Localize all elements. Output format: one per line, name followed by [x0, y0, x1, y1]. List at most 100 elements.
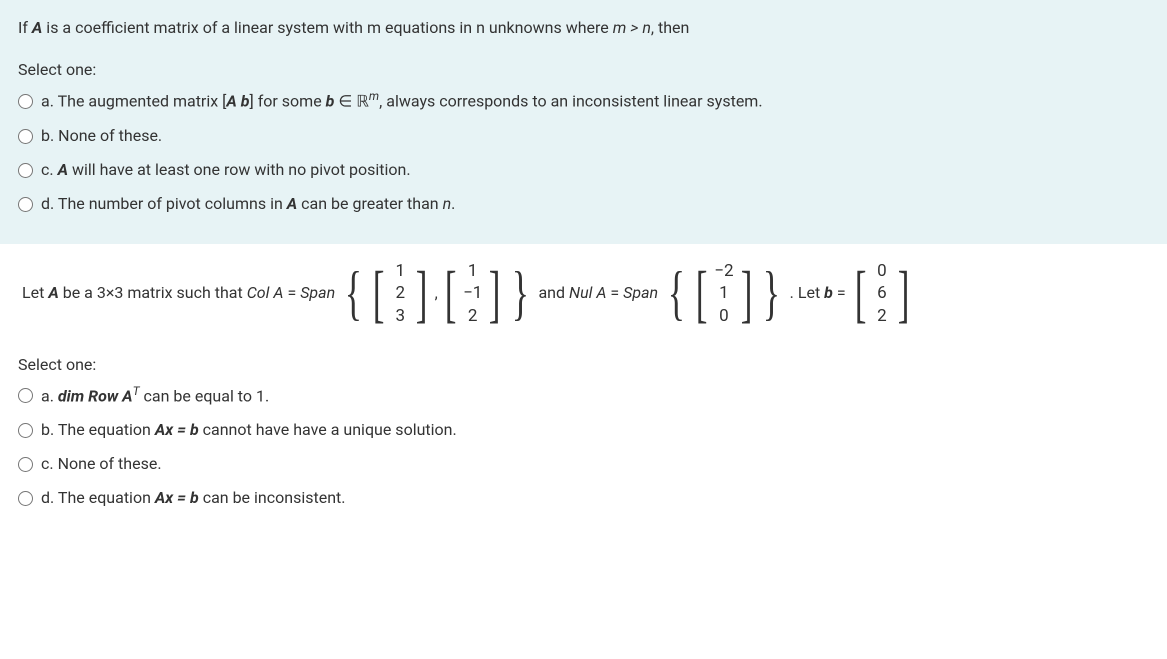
q2-b-pre: The equation — [58, 420, 155, 439]
q1-prompt-mid: is a coefficient matrix of a linear syst… — [42, 18, 612, 37]
q2-pre1: Let A be a 3×3 matrix such that Col A = … — [22, 281, 335, 305]
q2-colA: Col A — [247, 283, 284, 302]
q2-select-one: Select one: — [18, 355, 1149, 374]
q2-option-d[interactable]: d. The equation Ax = b can be inconsiste… — [18, 486, 1149, 510]
q1-d-post: . — [451, 194, 455, 213]
q2-options: a. dim Row AT can be equal to 1. b. The … — [18, 382, 1149, 510]
q2-d-post: can be inconsistent. — [199, 488, 346, 507]
q2-letb-text: . Let — [790, 283, 825, 302]
q1-radio-d[interactable] — [18, 197, 33, 212]
q2-b-post: cannot have have a unique solution. — [199, 420, 457, 439]
lbracket-4: [ — [854, 268, 866, 319]
q1-a-Ab: A b — [226, 91, 249, 110]
q2-b-axb: Ax = b — [155, 420, 199, 439]
q1-option-c[interactable]: c. A will have at least one row with no … — [18, 158, 1149, 182]
q2-letb: . Let b = — [790, 281, 846, 305]
vec-3: −2 1 0 — [712, 260, 735, 326]
q1-radio-c[interactable] — [18, 163, 33, 178]
rbracket-3: ] — [740, 268, 752, 319]
v1-1: 2 — [391, 282, 409, 304]
q2-prompt: Let A be a 3×3 matrix such that Col A = … — [18, 260, 1149, 326]
q1-select-one: Select one: — [18, 60, 1149, 79]
q1-prompt-A: A — [32, 18, 42, 37]
q1-prompt-pre: If — [18, 18, 32, 37]
v2-1: −1 — [463, 282, 482, 304]
q1-option-b[interactable]: b. None of these. — [18, 124, 1149, 148]
rbracket-2: ] — [489, 268, 501, 319]
q2-nulA: Nul A — [569, 283, 606, 302]
q2-pre1-text: Let — [22, 283, 48, 302]
q1-options: a. The augmented matrix [A b] for some b… — [18, 87, 1149, 216]
q1-label-b: b. None of these. — [41, 124, 162, 148]
lbracket-1: [ — [373, 268, 385, 319]
q2-option-a[interactable]: a. dim Row AT can be equal to 1. — [18, 382, 1149, 408]
v3-0: −2 — [714, 260, 733, 282]
q2-option-b[interactable]: b. The equation Ax = b cannot have have … — [18, 418, 1149, 442]
q1-prompt: If A is a coefficient matrix of a linear… — [18, 16, 1149, 40]
q2-eq2: = — [606, 283, 623, 302]
q1-label-a: a. The augmented matrix [A b] for some b… — [41, 87, 763, 114]
q2-label-a: a. dim Row AT can be equal to 1. — [41, 382, 269, 408]
q2-eq1: = — [283, 283, 300, 302]
q1-c-letter: c. — [41, 160, 54, 179]
q1-prompt-cond: m > n — [613, 18, 651, 37]
q2-d-axb: Ax = b — [155, 488, 199, 507]
q2-radio-a[interactable] — [18, 388, 33, 403]
q2-span-set-2: { [ −2 1 0 ] } — [662, 260, 786, 326]
vec-2: 1 −1 2 — [461, 260, 484, 326]
q1-radio-b[interactable] — [18, 129, 33, 144]
rbracket-4: ] — [898, 268, 910, 319]
vec-1: 1 2 3 — [389, 260, 411, 326]
q2-span-set-1: { [ 1 2 3 ] , [ 1 −1 2 ] } — [339, 260, 534, 326]
q2-d-pre: The equation — [58, 488, 155, 507]
q1-label-d: d. The number of pivot columns in A can … — [41, 192, 455, 216]
q1-option-a[interactable]: a. The augmented matrix [A b] for some b… — [18, 87, 1149, 114]
q1-a-pre: The augmented matrix [ — [58, 91, 227, 110]
q2-span1: Span — [300, 283, 335, 302]
b-0: 0 — [873, 260, 891, 282]
q1-d-n: n — [443, 194, 452, 213]
b-1: 6 — [873, 282, 891, 304]
bvec-col: 0 6 2 — [871, 260, 893, 326]
q2-a-row: Row A — [84, 386, 132, 405]
brace-close-2: } — [763, 269, 780, 317]
q2-radio-b[interactable] — [18, 423, 33, 438]
q1-a-b: b — [326, 91, 339, 110]
question-1: If A is a coefficient matrix of a linear… — [0, 0, 1167, 244]
q2-and-text: and — [538, 283, 569, 302]
brace-open-1: { — [345, 269, 362, 317]
v1-0: 1 — [391, 260, 409, 282]
q1-b-text: None of these. — [58, 126, 162, 145]
q1-a-sup: m — [369, 89, 379, 103]
q2-option-c[interactable]: c. None of these. — [18, 452, 1149, 476]
q2-a-post: can be equal to 1. — [140, 386, 270, 405]
q1-radio-a[interactable] — [18, 94, 33, 109]
rbracket-1: ] — [416, 268, 428, 319]
q2-and: and Nul A = Span — [538, 281, 658, 305]
q1-d-A: A — [287, 194, 301, 213]
lbracket-3: [ — [696, 268, 708, 319]
q2-d-letter: d. — [41, 488, 54, 507]
q1-prompt-post: , then — [651, 18, 689, 37]
b-2: 2 — [873, 305, 891, 327]
q2-label-d: d. The equation Ax = b can be inconsiste… — [41, 486, 345, 510]
q1-option-d[interactable]: d. The number of pivot columns in A can … — [18, 192, 1149, 216]
q1-a-post: , always corresponds to an inconsistent … — [379, 91, 762, 110]
comma-1: , — [435, 281, 438, 305]
q2-A: A — [48, 283, 58, 302]
q1-c-post: will have at least one row with no pivot… — [72, 160, 411, 179]
v2-0: 1 — [464, 260, 482, 282]
question-2: Let A be a 3×3 matrix such that Col A = … — [0, 244, 1167, 538]
q2-c-letter: c. — [41, 454, 54, 473]
q2-label-b: b. The equation Ax = b cannot have have … — [41, 418, 457, 442]
q1-c-A: A — [58, 160, 72, 179]
q2-radio-d[interactable] — [18, 491, 33, 506]
brace-open-2: { — [668, 269, 685, 317]
q2-radio-c[interactable] — [18, 457, 33, 472]
q1-d-pre: The number of pivot columns in — [58, 194, 287, 213]
q2-span2: Span — [623, 283, 658, 302]
q2-a-dim: dim — [58, 386, 84, 405]
q2-label-c: c. None of these. — [41, 452, 162, 476]
q2-bvec: [ 0 6 2 ] — [850, 260, 915, 326]
v3-1: 1 — [715, 282, 733, 304]
